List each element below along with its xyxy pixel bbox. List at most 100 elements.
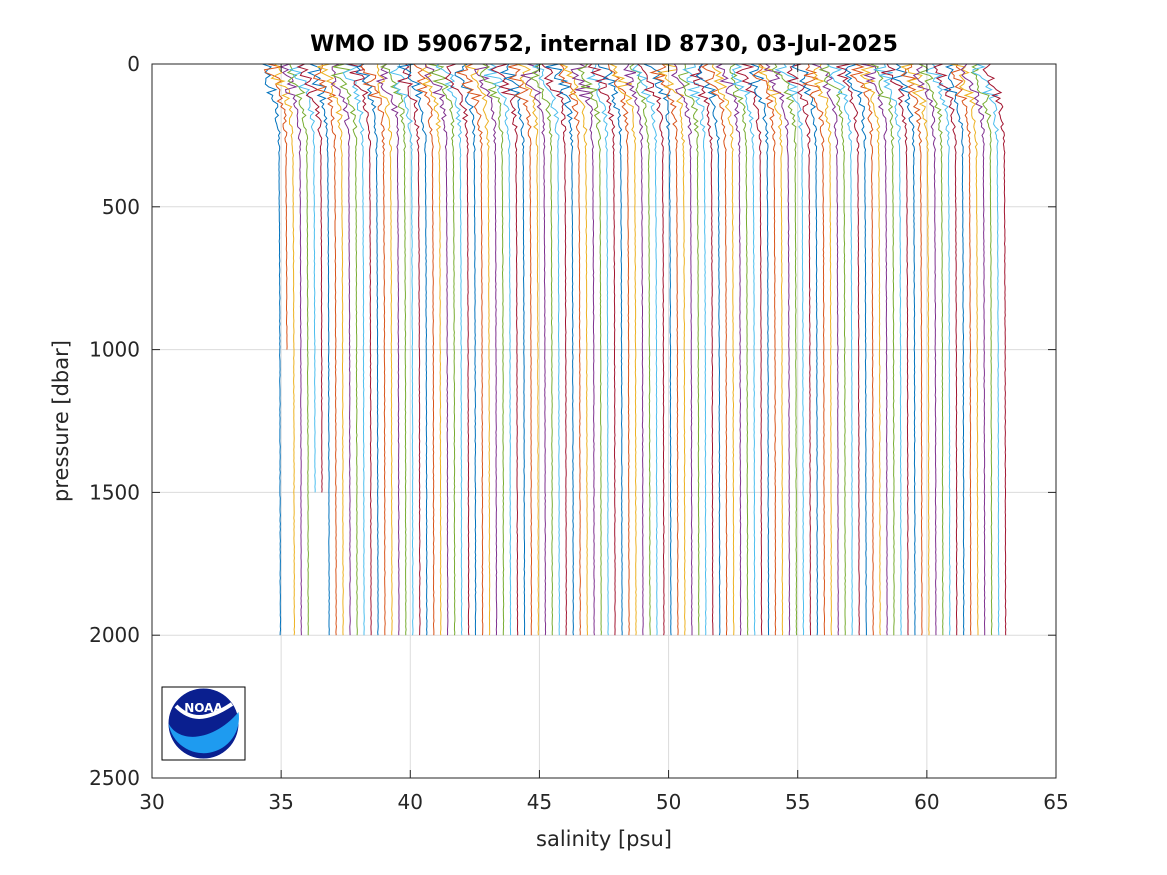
profile-line	[643, 63, 672, 636]
profile-line	[731, 63, 756, 636]
profile-line	[942, 63, 965, 636]
y-tick-label: 2500	[89, 766, 140, 790]
noaa-logo-gull	[174, 702, 234, 719]
profile-line	[849, 63, 874, 636]
profile-line	[812, 63, 832, 636]
profile-line	[483, 63, 512, 636]
profile-line	[658, 63, 686, 636]
profile-line	[531, 63, 561, 636]
profile-line	[427, 63, 456, 636]
profile-line	[785, 63, 812, 636]
profile-line	[479, 63, 505, 636]
plot-frame	[151, 63, 1057, 779]
chart-title: WMO ID 5906752, internal ID 8730, 03-Jul…	[310, 32, 898, 57]
profile-line	[949, 63, 979, 636]
x-tick-label: 45	[527, 790, 552, 814]
profile-line	[587, 63, 616, 636]
profile-line	[360, 63, 386, 636]
profile-line	[972, 63, 1000, 636]
profile-line	[424, 63, 449, 636]
profile-line	[607, 63, 630, 636]
x-tick-label: 40	[398, 790, 423, 814]
y-tick-label: 0	[127, 52, 140, 76]
profile-line	[670, 63, 693, 636]
profile-line	[735, 63, 763, 636]
x-tick-label: 30	[139, 790, 164, 814]
y-tick-label: 2000	[89, 623, 140, 647]
profile-line	[559, 63, 588, 636]
profile-line	[801, 63, 826, 636]
profile-line	[912, 63, 937, 636]
profile-line	[388, 63, 414, 636]
profile-line	[545, 63, 574, 636]
profile-line	[586, 63, 609, 636]
profile-line	[397, 63, 421, 636]
profile-line	[771, 63, 798, 636]
profile-line	[970, 63, 993, 636]
profile-line	[811, 63, 840, 636]
profile-line	[873, 63, 902, 636]
profile-line	[330, 63, 351, 636]
profile-line	[355, 63, 379, 636]
profile-line	[317, 63, 344, 636]
profile-line	[346, 63, 372, 636]
y-tick-label: 1000	[89, 338, 140, 362]
profile-line	[312, 63, 337, 636]
profile-line	[463, 63, 491, 636]
profile-line	[489, 63, 519, 636]
profile-line	[774, 63, 805, 636]
x-tick-label: 55	[785, 790, 810, 814]
profile-line	[499, 63, 526, 636]
profile-line	[421, 63, 442, 636]
profile-line	[609, 63, 637, 636]
profile-line	[859, 63, 881, 636]
profile-line	[413, 63, 435, 636]
profile-line	[279, 63, 303, 636]
plot-area	[152, 64, 1056, 778]
profile-line	[623, 63, 644, 636]
profile-line	[818, 63, 846, 636]
profile-line	[379, 63, 407, 636]
profile-line	[375, 63, 400, 636]
profile-line	[890, 63, 916, 636]
x-tick-label: 35	[268, 790, 293, 814]
profile-line	[689, 63, 714, 636]
profile-line	[435, 63, 463, 636]
profile-line	[926, 63, 951, 636]
profile-line	[950, 63, 972, 636]
profile-line	[791, 63, 819, 636]
noaa-logo: NOAA	[161, 686, 246, 761]
profile-line	[682, 63, 707, 636]
profile-line	[637, 63, 665, 636]
profile-line	[507, 63, 533, 636]
profile-line	[629, 63, 651, 636]
profile-line	[296, 63, 323, 493]
profile-line	[263, 63, 288, 350]
profile-line	[262, 63, 282, 636]
profile-line	[454, 63, 477, 636]
profile-line	[917, 63, 944, 636]
profile-line	[520, 63, 547, 636]
profile-line	[844, 63, 867, 636]
y-axis-label: pressure [dbar]	[49, 340, 73, 502]
profile-line	[678, 63, 700, 636]
profile-line	[899, 63, 930, 636]
profile-line	[286, 63, 309, 636]
profile-line	[529, 63, 554, 636]
profile-line	[649, 63, 679, 636]
profile-line	[558, 63, 582, 636]
profile-line	[836, 63, 860, 636]
profile-line	[826, 63, 853, 636]
profile-line	[752, 63, 777, 636]
y-tick-label: 500	[102, 195, 140, 219]
y-tick-label: 1500	[89, 480, 140, 504]
profile-lines	[262, 63, 1007, 636]
profile-line	[715, 63, 742, 636]
profile-line	[900, 63, 923, 636]
x-tick-label: 65	[1043, 790, 1068, 814]
profile-line	[747, 63, 770, 636]
profile-line	[701, 63, 728, 636]
grid-lines	[152, 64, 1056, 778]
profile-line	[881, 63, 909, 636]
profile-line	[455, 63, 484, 636]
